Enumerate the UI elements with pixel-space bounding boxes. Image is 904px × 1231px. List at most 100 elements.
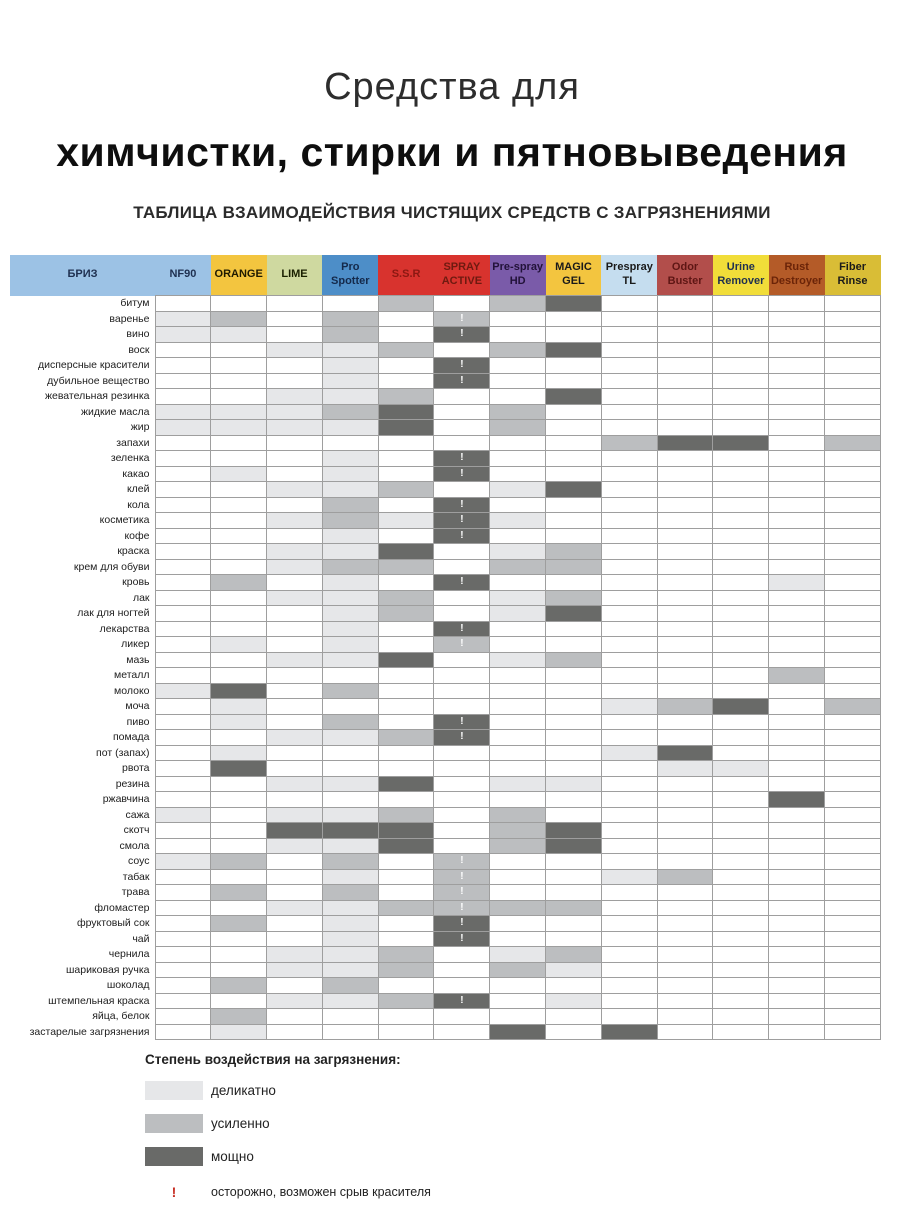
treatment-cell [545, 496, 602, 513]
stain-row: помада! [10, 729, 881, 746]
stain-row: вино! [10, 326, 881, 343]
treatment-cell [712, 434, 770, 451]
treatment-cell [321, 326, 379, 343]
treatment-cell [489, 295, 547, 312]
treatment-cell [489, 651, 547, 668]
treatment-cell [656, 744, 714, 761]
treatment-cell [545, 558, 602, 575]
treatment-cell [545, 791, 602, 808]
treatment-cell [489, 961, 547, 978]
treatment-cell [600, 744, 658, 761]
stain-label: фруктовый сок [10, 915, 156, 931]
treatment-cell [210, 1008, 268, 1025]
treatment-cell [321, 605, 379, 622]
treatment-cell [489, 884, 547, 901]
treatment-cell [377, 620, 435, 637]
treatment-cell [545, 1023, 602, 1040]
treatment-cell [600, 760, 658, 777]
treatment-cell [210, 744, 268, 761]
product-column-header: Pro Spotter [322, 255, 379, 296]
treatment-cell [545, 760, 602, 777]
treatment-cell [768, 837, 826, 854]
treatment-cell [545, 527, 602, 544]
treatment-cell [154, 295, 212, 312]
product-column-header: ORANGE [210, 255, 267, 296]
treatment-cell [321, 465, 379, 482]
treatment-cell [154, 403, 212, 420]
treatment-cell [210, 310, 268, 327]
stain-row: фломастер! [10, 899, 881, 916]
treatment-cell [154, 806, 212, 823]
treatment-cell [824, 760, 881, 777]
treatment-cell [433, 946, 491, 963]
legend-title: Степень воздействия на загрязнения: [145, 1052, 401, 1067]
treatment-cell [712, 403, 770, 420]
treatment-cell [321, 682, 379, 699]
treatment-cell [712, 357, 770, 374]
treatment-cell [321, 992, 379, 1009]
treatment-cell [377, 574, 435, 591]
treatment-cell [824, 1008, 881, 1025]
treatment-cell [489, 527, 547, 544]
treatment-cell [600, 822, 658, 839]
treatment-cell [377, 822, 435, 839]
treatment-cell [600, 636, 658, 653]
treatment-cell [600, 775, 658, 792]
treatment-cell [768, 760, 826, 777]
treatment-cell: ! [433, 326, 491, 343]
treatment-cell [266, 729, 323, 746]
treatment-cell [545, 620, 602, 637]
stain-label: воск [10, 342, 156, 358]
stain-label: чай [10, 931, 156, 947]
treatment-cell [321, 558, 379, 575]
treatment-cell [266, 636, 323, 653]
stain-label: запахи [10, 435, 156, 451]
treatment-cell [489, 543, 547, 560]
treatment-cell [768, 822, 826, 839]
stain-label: мазь [10, 652, 156, 668]
treatment-cell [768, 744, 826, 761]
treatment-cell [321, 496, 379, 513]
treatment-cell [321, 620, 379, 637]
treatment-cell [768, 372, 826, 389]
treatment-cell [210, 341, 268, 358]
treatment-cell [768, 558, 826, 575]
treatment-cell [600, 620, 658, 637]
treatment-cell [377, 682, 435, 699]
treatment-cell [768, 512, 826, 529]
stain-label: дубильное вещество [10, 373, 156, 389]
treatment-cell [768, 620, 826, 637]
treatment-cell [266, 651, 323, 668]
treatment-cell [824, 992, 881, 1009]
treatment-cell [712, 992, 770, 1009]
stain-row: резина [10, 775, 881, 792]
treatment-cell [266, 760, 323, 777]
treatment-cell: ! [433, 527, 491, 544]
treatment-cell [433, 341, 491, 358]
treatment-cell [489, 713, 547, 730]
treatment-cell [768, 992, 826, 1009]
treatment-cell: ! [433, 853, 491, 870]
treatment-cell [266, 357, 323, 374]
treatment-cell [712, 667, 770, 684]
treatment-cell [489, 760, 547, 777]
treatment-cell [377, 543, 435, 560]
treatment-cell [210, 822, 268, 839]
treatment-cell [154, 884, 212, 901]
treatment-cell [154, 465, 212, 482]
treatment-cell [433, 295, 491, 312]
treatment-cell [768, 977, 826, 994]
treatment-cell [600, 419, 658, 436]
legend-swatch [145, 1081, 203, 1100]
treatment-cell [600, 434, 658, 451]
treatment-cell [489, 357, 547, 374]
treatment-cell [210, 977, 268, 994]
treatment-cell [600, 899, 658, 916]
treatment-cell [210, 791, 268, 808]
table-body: битум варенье! вино! воск дисперсные красите… [10, 295, 881, 1040]
treatment-cell [545, 326, 602, 343]
treatment-cell [600, 651, 658, 668]
treatment-cell [600, 388, 658, 405]
stain-label: соус [10, 853, 156, 869]
treatment-cell [656, 682, 714, 699]
